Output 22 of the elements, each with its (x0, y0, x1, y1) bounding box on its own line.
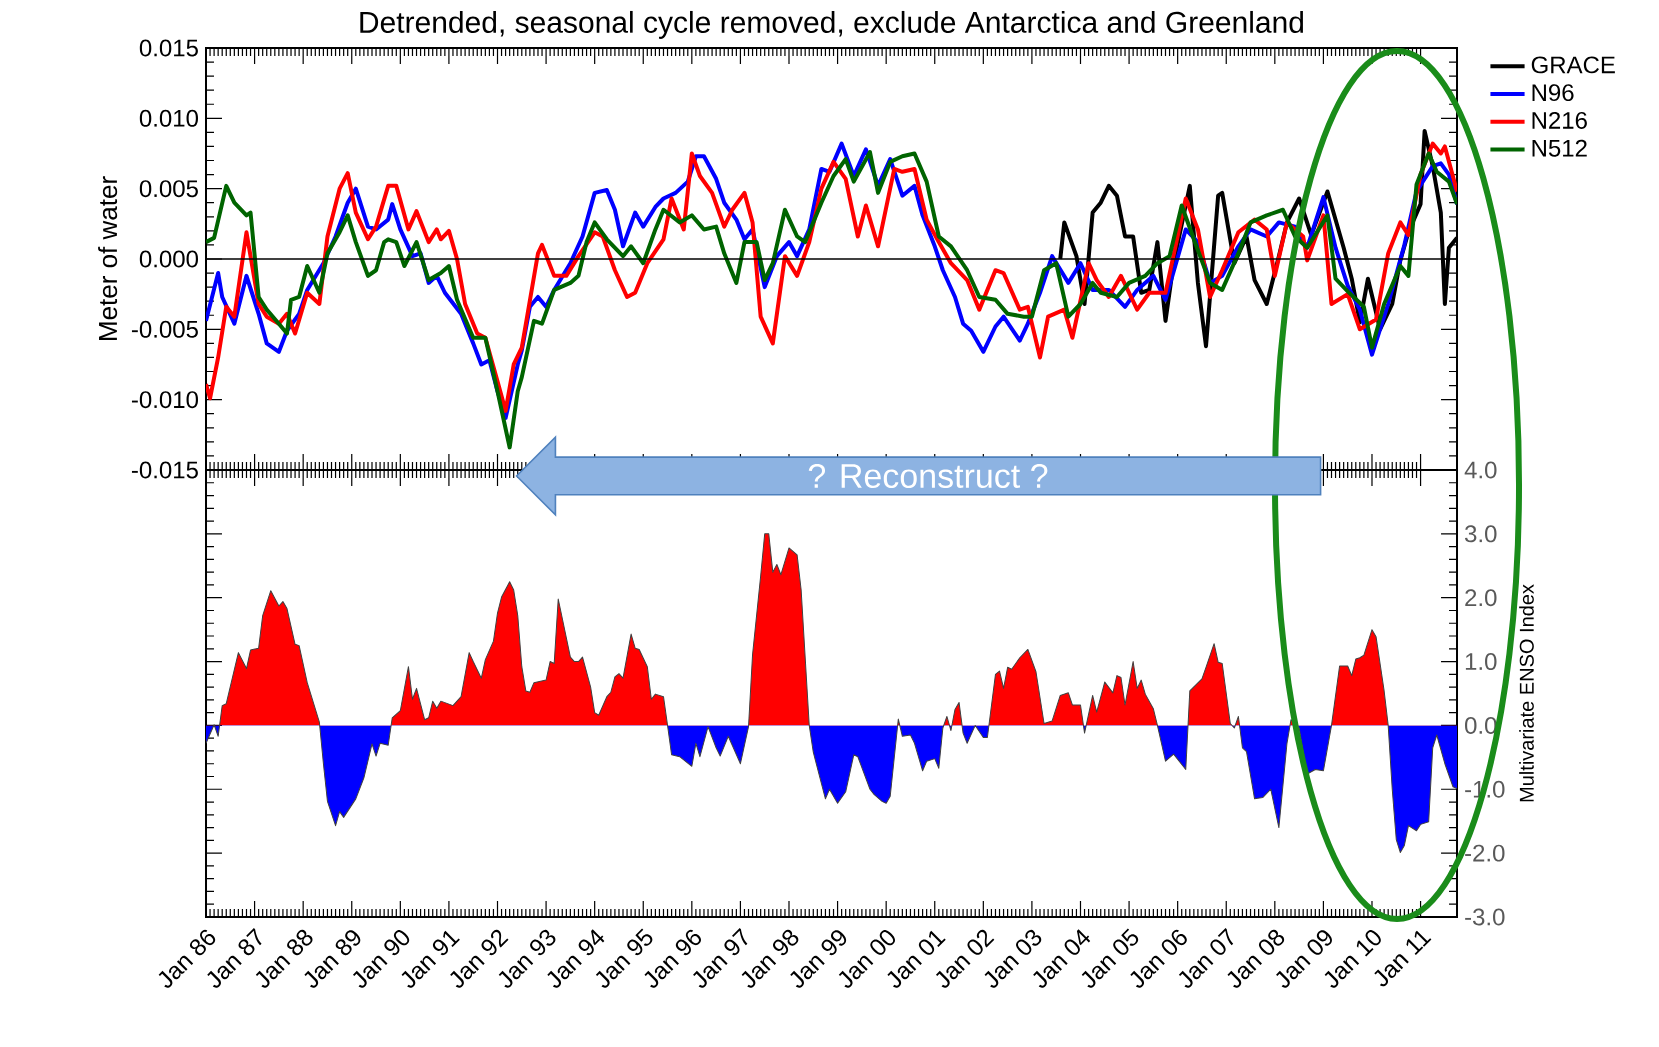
y-tick-label: 0.000 (139, 250, 199, 268)
y-tick-label: -0.015 (131, 461, 198, 479)
y-tick-label: 4.0 (1464, 461, 1497, 479)
legend-label: N96 (1532, 84, 1574, 102)
y-tick-label: -0.005 (131, 320, 198, 338)
y-tick-label: -0.010 (131, 391, 198, 409)
y-tick-label: -2.0 (1465, 844, 1505, 862)
chart-title: Detrended, seasonal cycle removed, exclude Antarctica and Greenland (360, 10, 1303, 39)
legend-label: N216 (1532, 111, 1587, 129)
annotation: ? Reconstruct ? (808, 463, 1048, 489)
y-tick-label: 1.0 (1465, 653, 1497, 671)
y-axis-title: Meter of water (98, 176, 118, 340)
y-tick-label: 2.0 (1465, 589, 1497, 607)
y-tick-label: 3.0 (1464, 525, 1497, 543)
y-tick-label: -3.0 (1465, 908, 1505, 926)
y-tick-label: 0.015 (139, 39, 198, 57)
legend-label: GRACE (1531, 56, 1615, 74)
y-tick-label: 0.005 (139, 180, 198, 198)
legend-label: N512 (1532, 139, 1587, 157)
y-axis-title: Multivariate ENSO Index (1519, 584, 1534, 802)
y-tick-label: 0.010 (139, 109, 199, 127)
y-tick-label: 0.0 (1465, 716, 1497, 734)
